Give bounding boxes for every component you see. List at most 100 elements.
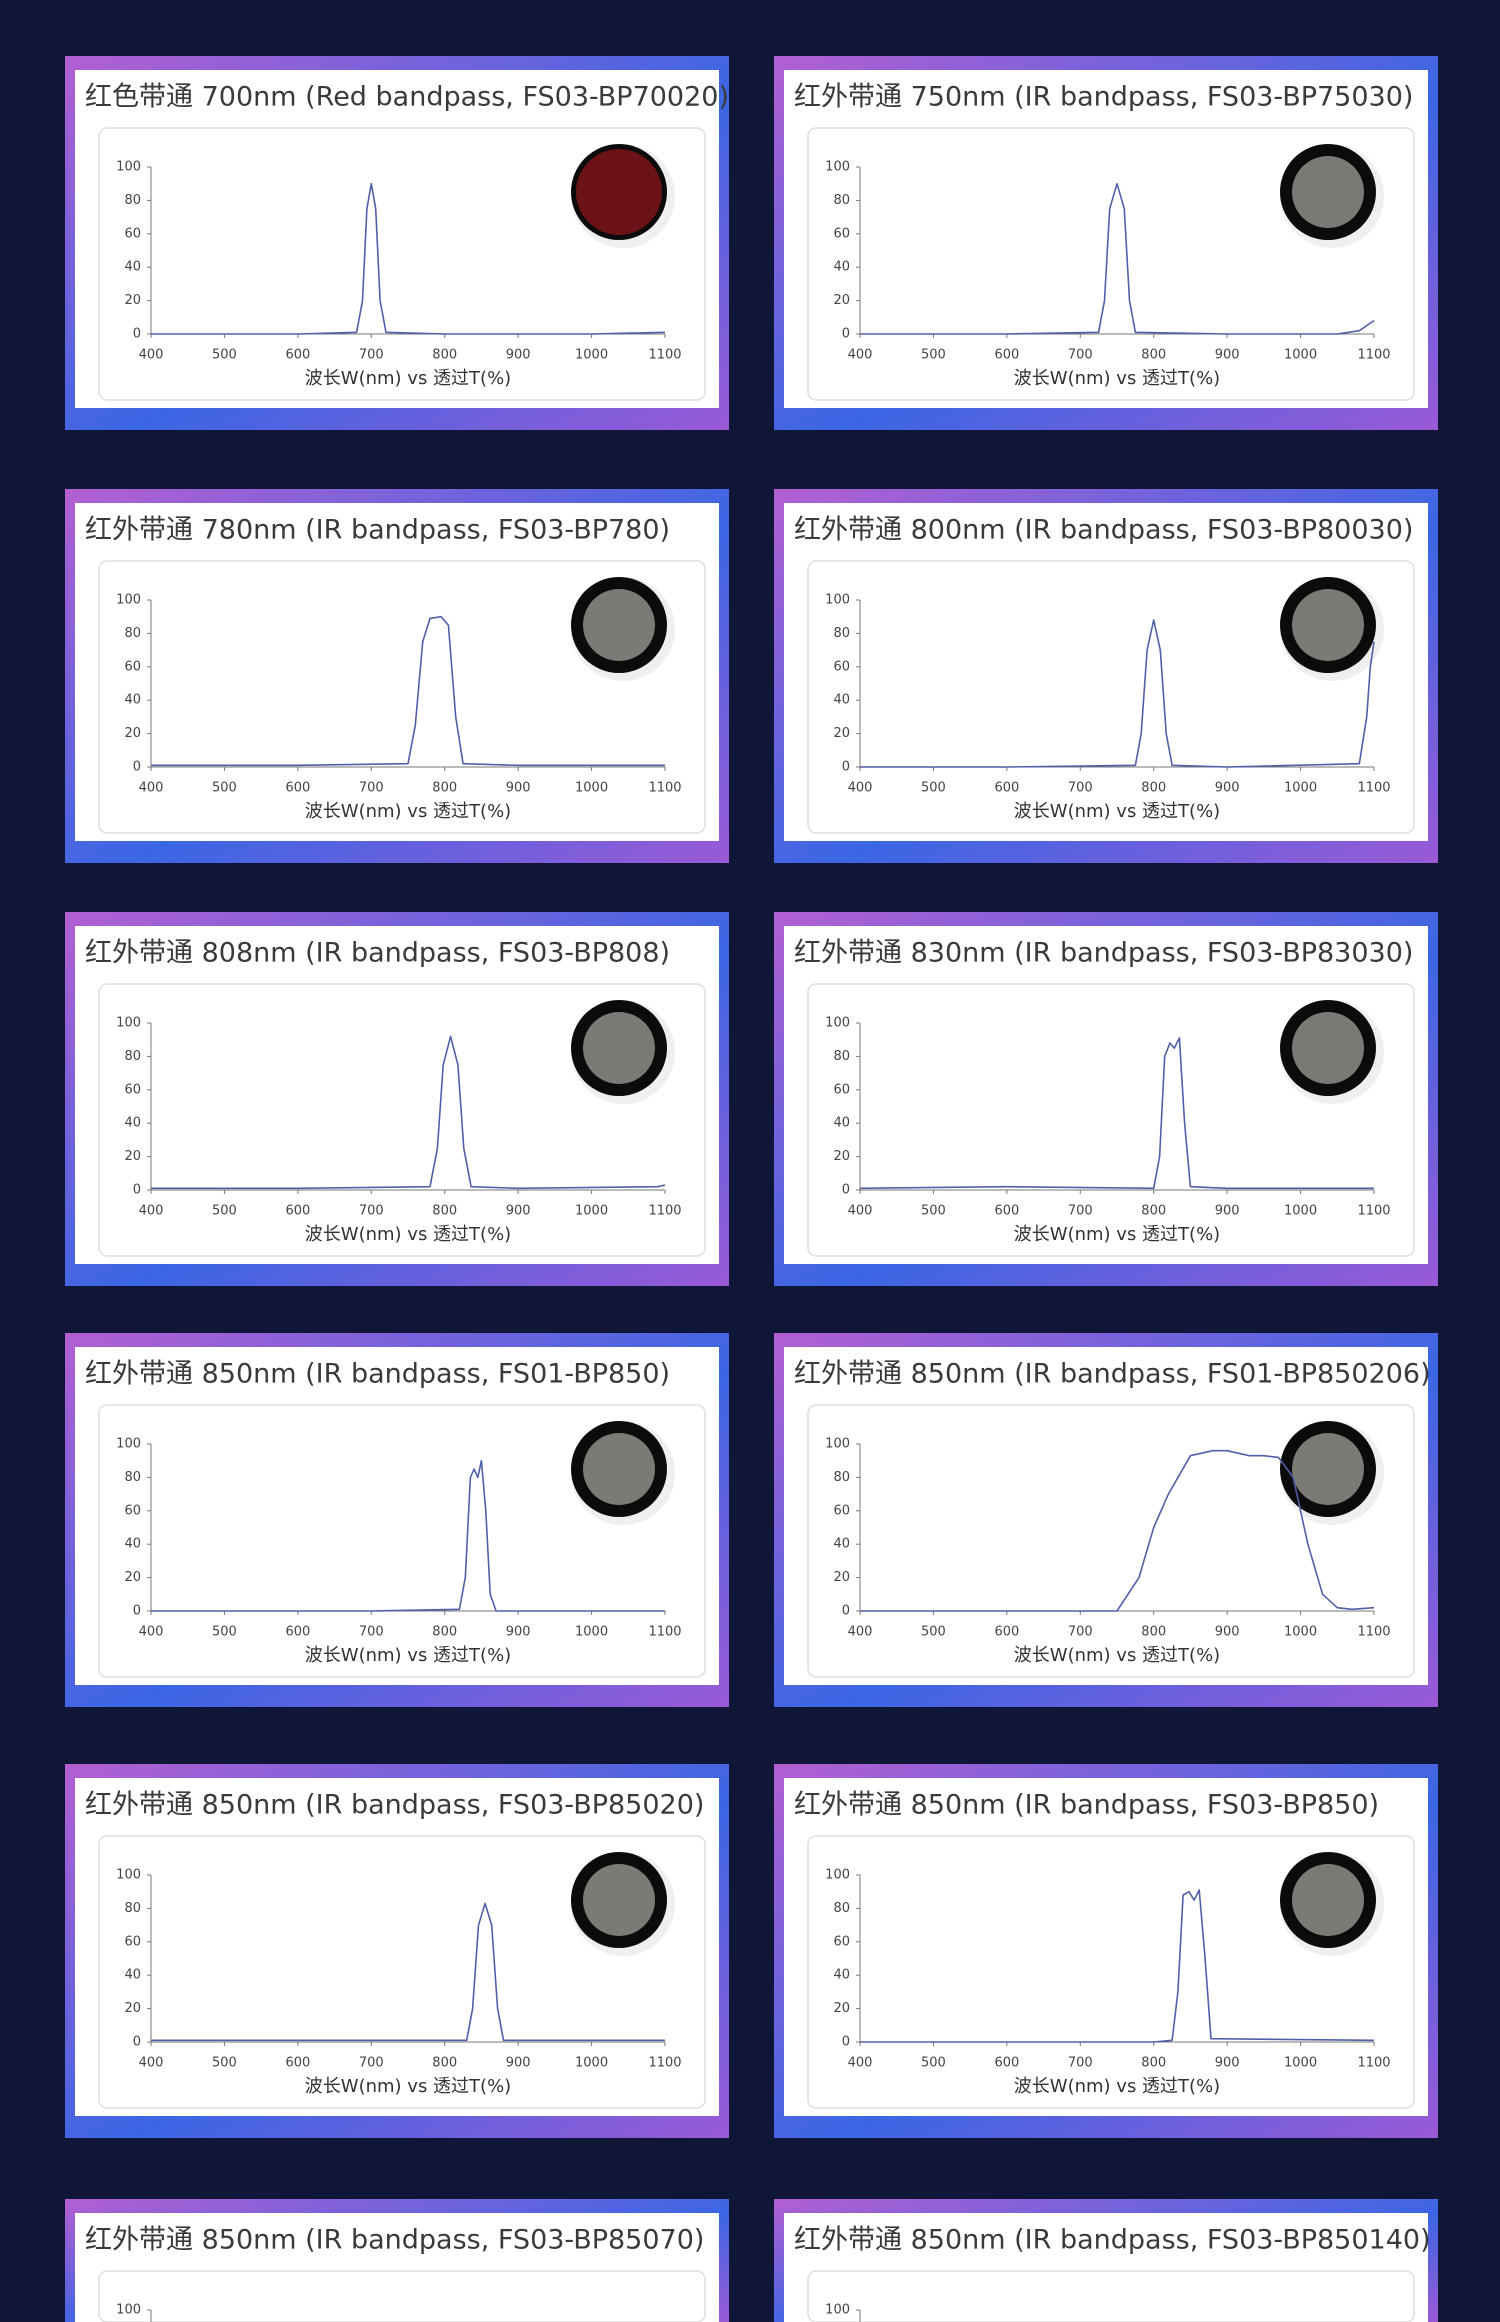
x-tick-label: 900	[1215, 348, 1240, 363]
y-tick-label: 60	[124, 1503, 141, 1518]
x-tick-label: 1100	[1357, 348, 1390, 363]
x-tick-label: 600	[285, 1204, 310, 1219]
y-tick-label: 80	[124, 1470, 141, 1485]
y-tick-label: 40	[124, 1968, 141, 1983]
x-tick-label: 900	[1215, 781, 1240, 796]
x-tick-label: 1100	[648, 781, 681, 796]
x-tick-label: 900	[1215, 1204, 1240, 1219]
x-tick-label: 400	[139, 2056, 164, 2071]
filter-card: 红外带通 750nm (IR bandpass, FS03-BP75030) 0 2…	[774, 56, 1438, 430]
x-tick-label: 400	[848, 348, 873, 363]
filter-card: 红色带通 700nm (Red bandpass, FS03-BP70020) 0…	[65, 56, 729, 430]
y-tick-label: 20	[124, 1149, 141, 1164]
x-tick-label: 1000	[1284, 1204, 1317, 1219]
x-tick-label: 600	[994, 348, 1019, 363]
x-tick-label: 600	[285, 348, 310, 363]
filter-card: 红外带通 850nm (IR bandpass, FS01-BP850206) 0…	[774, 1333, 1438, 1707]
y-tick-label: 60	[833, 1082, 850, 1097]
transmission-curve	[860, 619, 1375, 768]
x-tick-label: 400	[139, 1204, 164, 1219]
y-tick-label: 60	[124, 1934, 141, 1949]
y-tick-label: 100	[825, 1437, 850, 1452]
x-tick-label: 1100	[1357, 781, 1390, 796]
x-axis-label: 波长W(nm) vs 透过T(%)	[1014, 801, 1220, 822]
x-tick-label: 500	[921, 781, 946, 796]
transmission-curve	[151, 615, 665, 767]
y-tick-label: 0	[842, 1183, 850, 1198]
y-tick-label: 0	[133, 1183, 141, 1198]
filter-card: 红外带通 850nm (IR bandpass, FS03-BP850) 0 20 4…	[774, 1764, 1438, 2138]
y-tick-label: 0	[842, 1604, 850, 1619]
y-tick-label: 80	[833, 626, 850, 641]
x-tick-label: 900	[506, 2056, 531, 2071]
y-tick-label: 60	[124, 226, 141, 241]
x-tick-label: 900	[506, 1625, 531, 1640]
x-tick-label: 600	[994, 1204, 1019, 1219]
y-tick-label: 100	[825, 2303, 850, 2318]
x-axis-label: 波长W(nm) vs 透过T(%)	[1014, 1224, 1220, 1245]
y-tick-label: 100	[116, 2303, 141, 2318]
card-title: 红外带通 850nm (IR bandpass, FS03-BP85070)	[85, 2225, 704, 2256]
y-tick-label: 20	[833, 2001, 850, 2016]
transmission-curve	[151, 1902, 665, 2042]
x-tick-label: 1000	[575, 348, 608, 363]
x-tick-label: 500	[921, 2056, 946, 2071]
x-tick-label: 700	[1068, 1625, 1093, 1640]
filter-glass	[1292, 589, 1364, 661]
x-tick-label: 800	[1141, 781, 1166, 796]
y-tick-label: 100	[825, 593, 850, 608]
x-tick-label: 400	[848, 781, 873, 796]
x-tick-label: 1000	[1284, 781, 1317, 796]
x-tick-label: 900	[506, 1204, 531, 1219]
filter-glass	[1292, 156, 1364, 228]
filter-card: 红外带通 808nm (IR bandpass, FS03-BP808) 0 20 4…	[65, 912, 729, 1286]
y-tick-label: 60	[124, 1082, 141, 1097]
y-tick-label: 40	[833, 260, 850, 275]
y-tick-label: 60	[833, 1934, 850, 1949]
x-axis-label: 波长W(nm) vs 透过T(%)	[305, 1224, 511, 1245]
filter-card: 红外带通 800nm (IR bandpass, FS03-BP80030) 0 2…	[774, 489, 1438, 863]
x-axis-label: 波长W(nm) vs 透过T(%)	[305, 2076, 511, 2097]
x-axis-label: 波长W(nm) vs 透过T(%)	[1014, 368, 1220, 389]
y-tick-label: 0	[133, 1604, 141, 1619]
card-title: 红外带通 780nm (IR bandpass, FS03-BP780)	[85, 515, 670, 546]
x-tick-label: 600	[285, 781, 310, 796]
x-tick-label: 900	[506, 348, 531, 363]
x-tick-label: 400	[848, 1204, 873, 1219]
y-tick-label: 100	[116, 593, 141, 608]
chart-panel	[807, 1404, 1415, 1678]
chart-panel	[807, 560, 1415, 834]
y-tick-label: 100	[825, 1016, 850, 1031]
y-tick-label: 100	[825, 1868, 850, 1883]
y-tick-label: 80	[833, 1049, 850, 1064]
card-title: 红外带通 850nm (IR bandpass, FS01-BP850206)	[794, 1359, 1431, 1390]
x-tick-label: 800	[432, 348, 457, 363]
x-tick-label: 1100	[648, 1625, 681, 1640]
x-tick-label: 700	[1068, 1204, 1093, 1219]
y-tick-label: 40	[833, 1968, 850, 1983]
chart-panel	[98, 1404, 706, 1678]
x-tick-label: 1100	[648, 2056, 681, 2071]
x-tick-label: 700	[1068, 781, 1093, 796]
y-tick-label: 40	[833, 693, 850, 708]
x-tick-label: 600	[994, 1625, 1019, 1640]
y-tick-label: 60	[833, 226, 850, 241]
filter-card: 红外带通 850nm (IR bandpass, FS01-BP850) 0 20 4…	[65, 1333, 729, 1707]
y-tick-label: 60	[833, 1503, 850, 1518]
x-tick-label: 500	[212, 1204, 237, 1219]
filter-glass	[1292, 1433, 1364, 1505]
y-tick-label: 0	[842, 327, 850, 342]
chart-panel	[98, 127, 706, 401]
x-tick-label: 500	[921, 1625, 946, 1640]
x-tick-label: 1000	[575, 2056, 608, 2071]
chart-panel	[807, 127, 1415, 401]
x-tick-label: 800	[432, 1625, 457, 1640]
y-tick-label: 0	[133, 2035, 141, 2050]
x-tick-label: 800	[1141, 1204, 1166, 1219]
y-tick-label: 60	[833, 659, 850, 674]
y-tick-label: 80	[833, 193, 850, 208]
x-tick-label: 800	[1141, 348, 1166, 363]
x-tick-label: 1100	[648, 1204, 681, 1219]
x-tick-label: 800	[1141, 2056, 1166, 2071]
